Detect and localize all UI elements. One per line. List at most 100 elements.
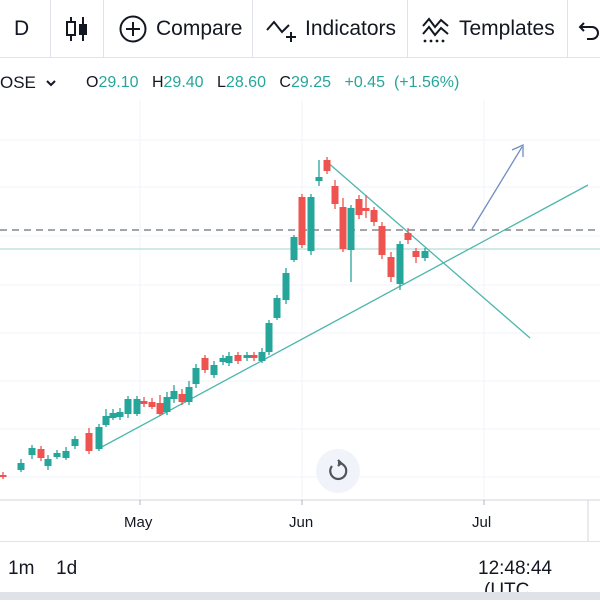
bottom-range-bar: 1m 1d 12:48:44 (UTC [0,541,600,601]
candle-body [412,251,420,257]
templates-label: Templates [459,16,555,40]
candle-body [323,160,331,171]
candle [362,195,370,218]
candle-body [156,403,164,414]
candle [170,385,178,403]
candle [243,352,251,361]
candle-body [282,273,290,300]
close-value: 29.25 [290,74,332,91]
candle-body [85,433,93,451]
candle-body [370,210,378,222]
candle [258,348,266,363]
x-axis-label-may: May [124,514,153,531]
templates-button[interactable]: Templates [421,0,555,57]
compare-button[interactable]: Compare [118,0,242,57]
support-trendline [97,184,589,450]
candle-body [95,427,103,449]
candle [421,248,429,261]
candle-body [17,463,25,470]
candle-body [71,439,79,446]
candle-body [219,358,227,362]
candle-body [102,416,110,425]
change-value: +0.45 [344,74,385,91]
candle [396,241,404,290]
compare-label: Compare [156,16,243,40]
candle-body [290,237,298,260]
low-key: L [217,74,226,91]
indicators-button[interactable]: Indicators [265,0,396,57]
undo-icon [578,21,599,40]
candle-body [37,449,45,458]
price-chart[interactable] [0,100,600,541]
candle-body [170,391,178,399]
reset-chart-button[interactable] [316,449,360,493]
bottom-strip [0,592,600,600]
candlestick-series [0,157,429,479]
candle-body [234,355,242,361]
candle [387,252,395,282]
symbol-legend: OSE O29.10 H29.40 L28.60 C29.25 +0.45 (+1… [0,66,600,102]
candle [133,396,141,416]
candle-body [0,475,7,477]
candle-body [133,399,141,414]
candle [282,268,290,304]
candle [370,207,378,226]
candle [355,195,363,219]
candle-body [201,358,209,370]
toolbar-divider [50,0,51,57]
plus-circle-icon [119,15,147,42]
candles-icon [66,16,87,41]
candle [37,446,45,461]
candle [201,355,209,373]
reset-icon [329,459,348,481]
candle-body [178,394,186,402]
clock-time: 12:48:44 [478,558,552,579]
ohlc-values: O29.10 H29.40 L28.60 C29.25 +0.45 (+1.56%… [86,74,468,92]
candle [315,160,323,186]
interval-button[interactable]: D [14,0,29,57]
candle-body [185,387,193,402]
undo-button[interactable] [578,0,600,57]
candle [95,424,103,451]
toolbar-divider [407,0,408,57]
candle [140,397,148,407]
candle-body [116,412,124,417]
symbol-selector[interactable]: OSE [0,73,57,93]
low-value: 28.60 [225,74,266,91]
candle-body [378,226,386,255]
interval-label: D [14,16,30,40]
candle [404,228,412,244]
candle [192,364,200,388]
change-percent: (+1.56%) [393,74,460,91]
candle-body [192,368,200,384]
candle-body [140,401,148,404]
chart-type-button[interactable] [65,0,89,57]
candle [71,436,79,449]
candle-body [339,207,347,249]
candle-body [265,323,273,352]
candle-body [396,244,404,284]
candle-body [243,355,251,358]
candle [62,447,70,460]
candle [210,361,218,378]
chart-drawings [0,143,600,450]
candle-body [258,352,266,361]
projection-arrow-head [511,143,524,157]
templates-icon [422,16,449,42]
candle [298,194,306,248]
candle-body [347,208,355,250]
range-1d-button[interactable]: 1d [56,558,78,579]
candle [250,352,258,361]
candle [28,445,36,459]
candle-body [273,298,281,318]
candle [265,320,273,355]
candle [109,409,117,420]
candle-body [355,199,363,215]
indicators-label: Indicators [305,16,397,40]
projection-arrow-line [471,146,523,230]
high-key: H [151,74,164,91]
candle-body [44,459,52,466]
candle [53,450,61,459]
range-1m-button[interactable]: 1m [8,558,35,579]
candle [290,235,298,262]
